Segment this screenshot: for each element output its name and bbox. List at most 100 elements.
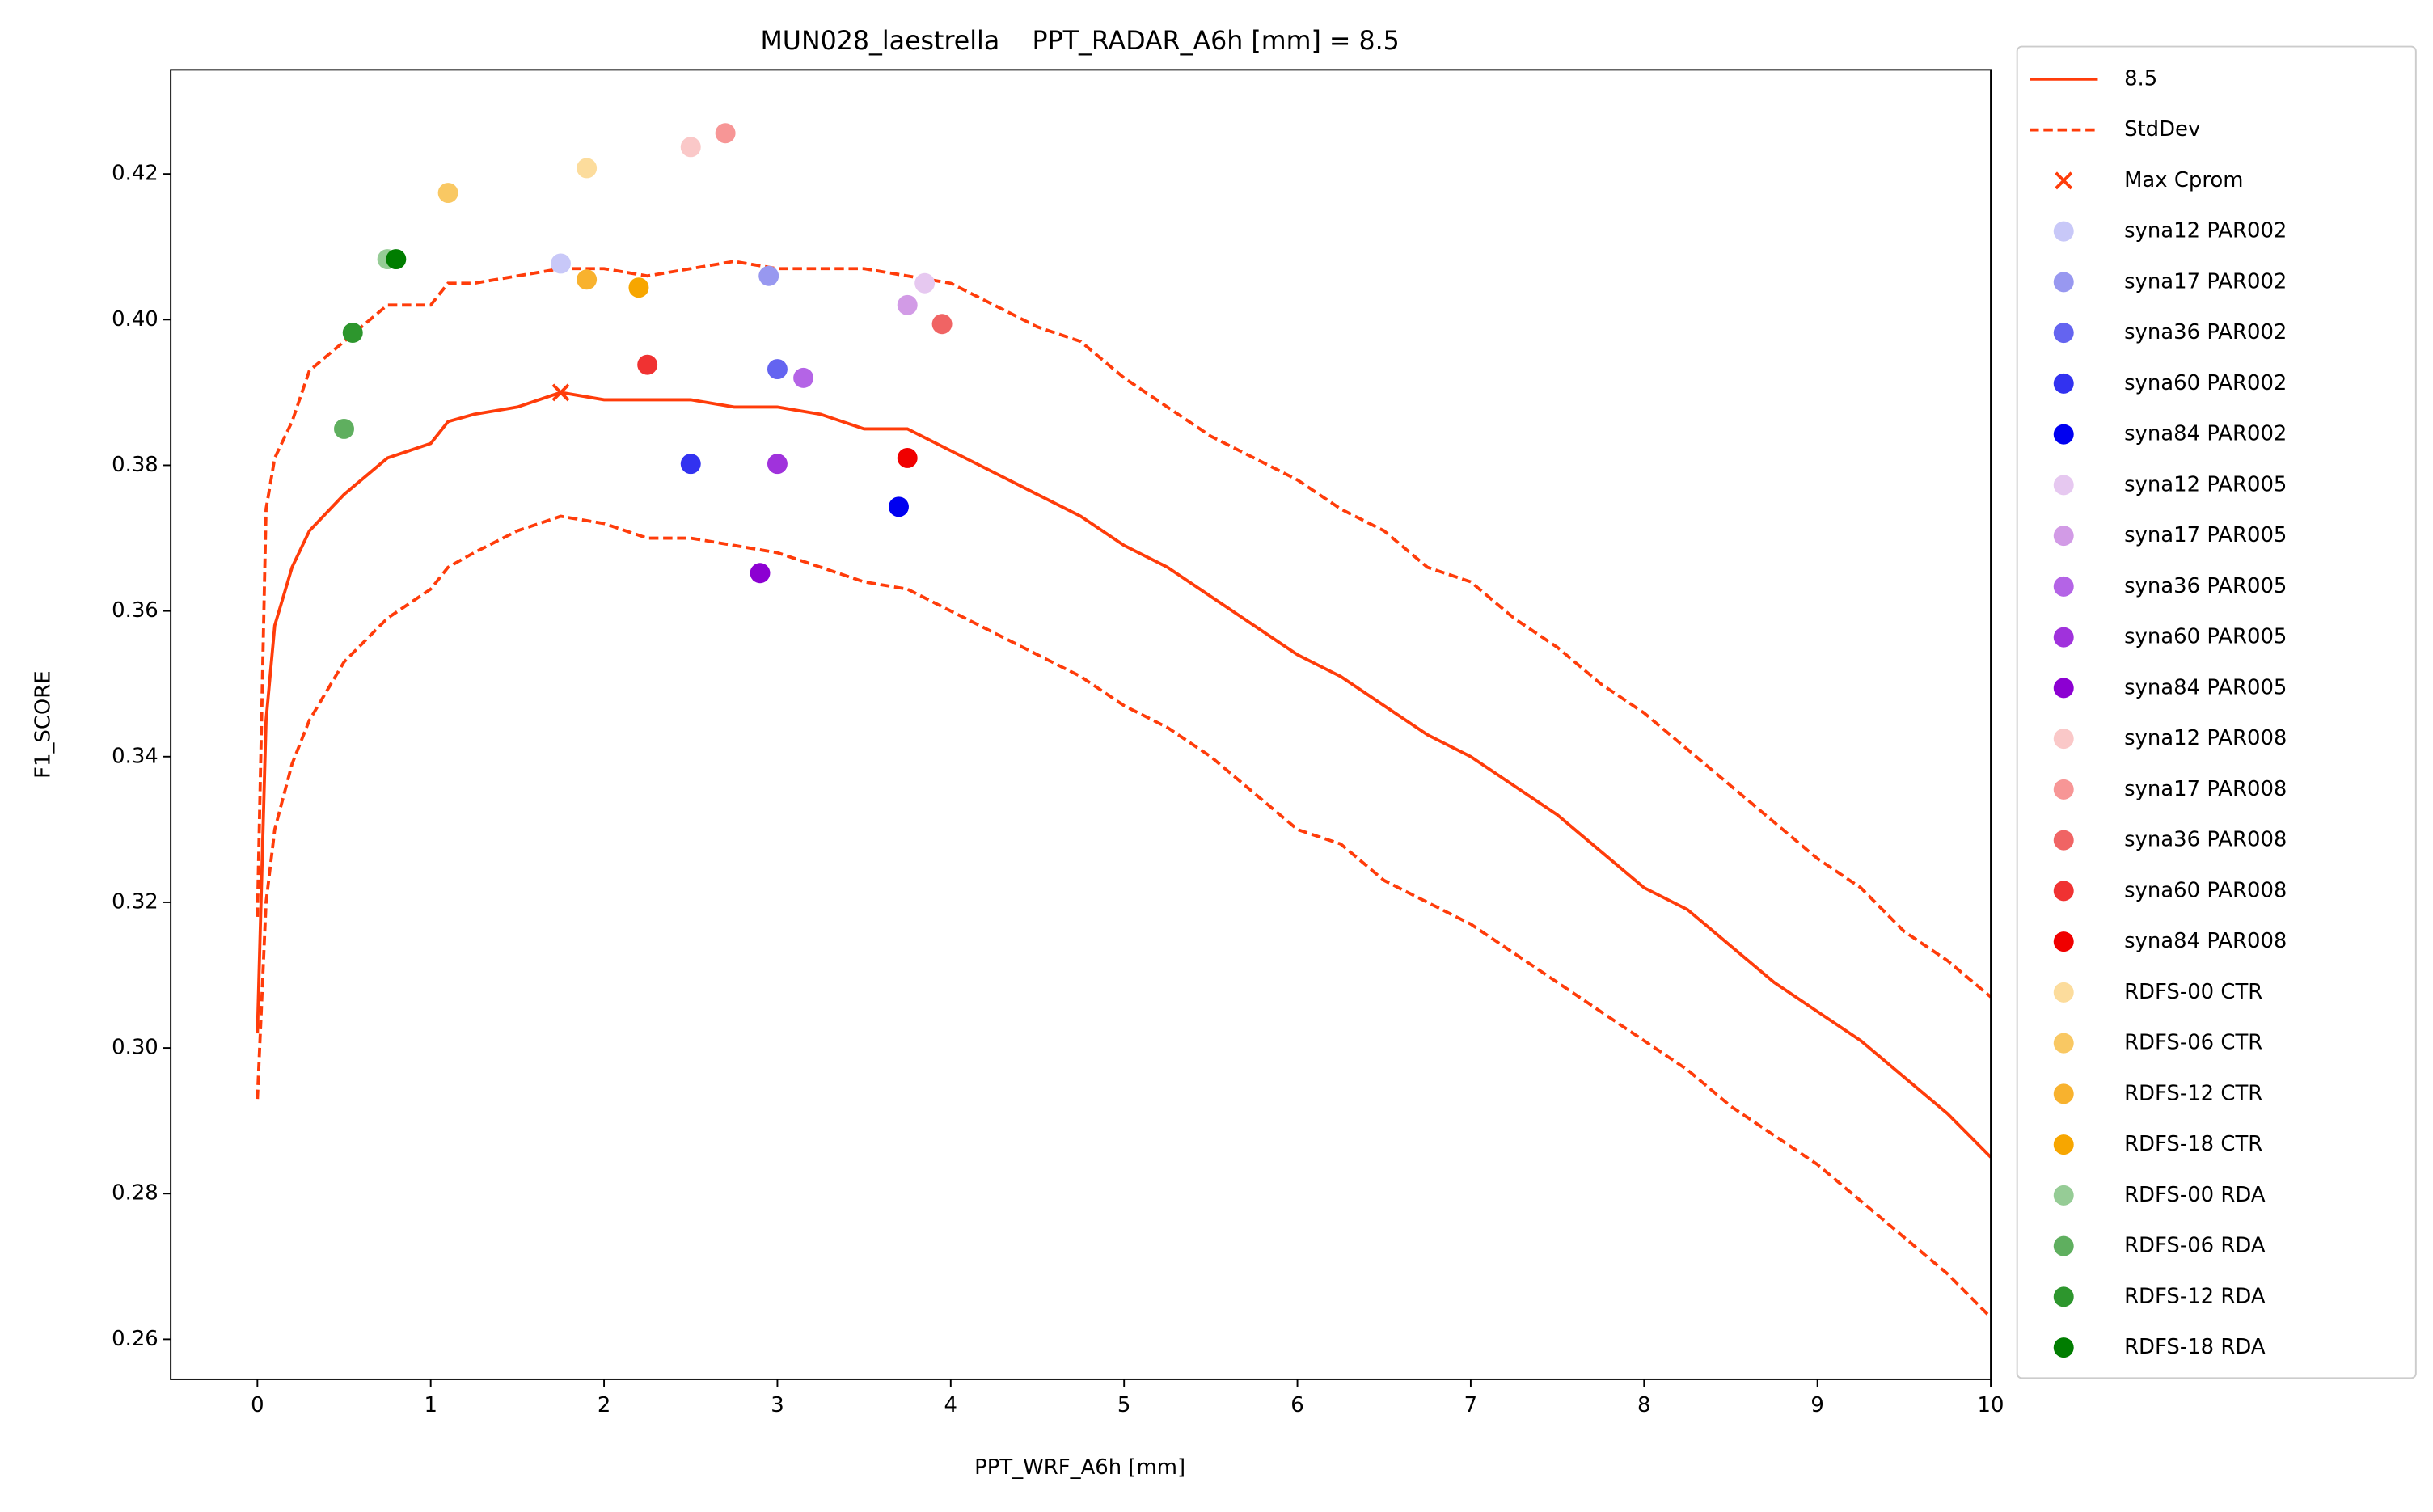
legend-marker <box>2053 475 2074 496</box>
scatter-point <box>637 354 658 375</box>
scatter-point <box>680 137 701 158</box>
x-tick-label: 1 <box>424 1393 437 1417</box>
scatter-point <box>437 183 458 204</box>
legend-label: syna17 PAR002 <box>2124 269 2287 294</box>
legend-marker <box>2053 779 2074 800</box>
line-upper <box>256 260 1992 999</box>
legend-marker <box>2053 1134 2074 1155</box>
legend-label: RDFS-06 CTR <box>2124 1031 2262 1055</box>
scatter-point <box>342 323 363 344</box>
legend-label: syna12 PAR002 <box>2124 219 2287 243</box>
x-tick-label: 8 <box>1637 1393 1650 1417</box>
y-tick-label: 0.38 <box>112 453 158 477</box>
legend-marker <box>2053 1235 2074 1256</box>
scatter-point <box>889 496 909 517</box>
legend-marker <box>2053 526 2074 547</box>
legend-marker <box>2053 272 2074 293</box>
line-lower <box>256 514 1992 1319</box>
scatter-point <box>386 249 407 270</box>
scatter-point <box>577 158 598 179</box>
legend-marker <box>2055 171 2073 190</box>
legend-marker <box>2053 931 2074 952</box>
legend-label: syna60 PAR002 <box>2124 371 2287 395</box>
legend-marker <box>2053 881 2074 902</box>
plot-frame <box>170 69 1992 1380</box>
scatter-point <box>551 253 571 274</box>
y-tick-label: 0.26 <box>112 1327 158 1351</box>
legend-marker <box>2053 1033 2074 1054</box>
x-tick-label: 6 <box>1290 1393 1303 1417</box>
legend-label: RDFS-00 RDA <box>2124 1183 2266 1207</box>
legend-label: syna60 PAR005 <box>2124 625 2287 649</box>
legend-label: syna12 PAR005 <box>2124 472 2287 496</box>
x-tick-label: 10 <box>1978 1393 2004 1417</box>
scatter-point <box>334 418 354 439</box>
legend-marker <box>2053 1185 2074 1206</box>
scatter-point <box>767 454 788 475</box>
scatter-point <box>750 563 771 584</box>
legend-marker <box>2053 729 2074 750</box>
y-tick-label: 0.36 <box>112 598 158 623</box>
legend-label: syna84 PAR005 <box>2124 675 2287 699</box>
x-tick-label: 2 <box>598 1393 610 1417</box>
scatter-point <box>577 269 598 290</box>
x-tick-label: 0 <box>251 1393 264 1417</box>
legend-label: RDFS-18 RDA <box>2124 1335 2266 1359</box>
legend-marker <box>2053 627 2074 648</box>
scatter-point <box>767 359 788 380</box>
scatter-point <box>758 265 779 286</box>
legend-label: syna84 PAR008 <box>2124 929 2287 953</box>
legend-label: RDFS-12 CTR <box>2124 1081 2262 1105</box>
x-tick-label: 9 <box>1810 1393 1823 1417</box>
scatter-point <box>897 447 918 468</box>
legend-label: syna36 PAR005 <box>2124 574 2287 598</box>
legend-label: StdDev <box>2124 117 2200 141</box>
legend-label: syna36 PAR002 <box>2124 320 2287 344</box>
legend-marker <box>2053 1286 2074 1307</box>
legend-label: Max Cprom <box>2124 168 2243 192</box>
x-axis-label: PPT_WRF_A6h [mm] <box>974 1455 1185 1480</box>
scatter-point <box>793 367 814 388</box>
legend-label: RDFS-00 CTR <box>2124 980 2262 1004</box>
legend-marker <box>2053 221 2074 242</box>
y-tick-label: 0.30 <box>112 1036 158 1060</box>
legend-label: 8.5 <box>2124 66 2157 91</box>
x-tick-label: 5 <box>1117 1393 1130 1417</box>
x-tick-label: 3 <box>771 1393 784 1417</box>
legend-marker <box>2053 373 2074 394</box>
legend-marker <box>2053 830 2074 851</box>
y-tick-label: 0.34 <box>112 744 158 768</box>
y-tick-label: 0.28 <box>112 1181 158 1206</box>
legend-label: syna17 PAR008 <box>2124 777 2287 801</box>
legend-label: syna84 PAR002 <box>2124 422 2287 446</box>
scatter-point <box>931 314 953 335</box>
scatter-point <box>680 454 701 475</box>
y-tick-label: 0.40 <box>112 307 158 332</box>
legend-label: syna12 PAR008 <box>2124 726 2287 750</box>
y-tick-label: 0.42 <box>112 162 158 186</box>
legend-label: RDFS-12 RDA <box>2124 1284 2266 1308</box>
legend-label: syna60 PAR008 <box>2124 878 2287 902</box>
chart-title: MUN028_laestrella PPT_RADAR_A6h [mm] = 8… <box>760 27 1399 56</box>
scatter-point <box>897 294 918 315</box>
scatter-point <box>628 277 649 298</box>
legend-marker <box>2053 1083 2074 1104</box>
legend-marker <box>2053 323 2074 344</box>
legend-label: syna17 PAR005 <box>2124 523 2287 547</box>
legend-label: RDFS-06 RDA <box>2124 1234 2266 1258</box>
max-marker <box>551 383 570 402</box>
legend-marker <box>2053 678 2074 699</box>
y-tick-label: 0.32 <box>112 889 158 914</box>
legend-label: RDFS-18 CTR <box>2124 1132 2262 1156</box>
line-values <box>256 391 1992 1159</box>
x-tick-label: 4 <box>944 1393 957 1417</box>
scatter-point <box>715 123 736 144</box>
legend-marker <box>2053 576 2074 597</box>
legend-frame <box>2016 45 2417 1379</box>
legend-marker <box>2053 982 2074 1003</box>
scatter-point <box>914 272 936 294</box>
y-axis-label: F1_SCORE <box>31 670 55 779</box>
legend-marker <box>2053 424 2074 445</box>
